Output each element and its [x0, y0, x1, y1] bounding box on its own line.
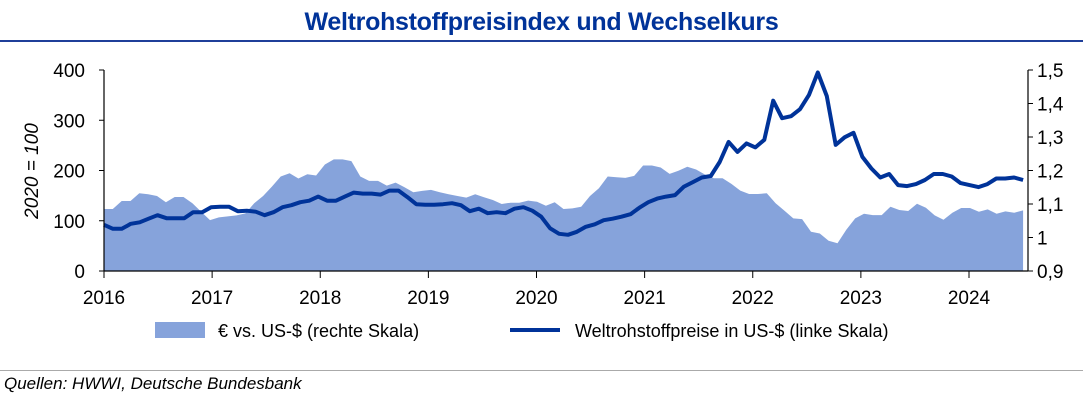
y-right-tick-label: 1,1 [1037, 195, 1063, 216]
x-tick-label: 2021 [623, 288, 665, 309]
area-eur-usd [104, 159, 1024, 271]
x-tick-label: 2018 [299, 288, 341, 309]
legend-label-area: € vs. US-$ (rechte Skala) [218, 321, 419, 341]
x-tick-label: 2019 [407, 288, 449, 309]
source-note: Quellen: HWWI, Deutsche Bundesbank [4, 374, 302, 393]
x-tick-label: 2024 [948, 288, 991, 309]
x-tick-label: 2016 [83, 288, 125, 309]
axes: 0 100 200 300 400 0,9 1 1,1 1,2 1,3 1,4 1,5 2016 2017… [53, 61, 1064, 309]
x-tick-label: 2020 [515, 288, 557, 309]
y-left-tick-label: 400 [53, 61, 85, 82]
area-series-layer [104, 159, 1024, 271]
y-right-tick-label: 1,5 [1037, 61, 1063, 82]
line-commodity-prices [103, 70, 1024, 237]
x-tick-label: 2017 [191, 288, 233, 309]
y-right-tick-label: 1,2 [1037, 162, 1063, 183]
y-axis-left-label: 2020 = 100 [22, 123, 43, 220]
x-tick-label: 2022 [732, 288, 774, 309]
y-left-tick-label: 200 [53, 162, 85, 183]
y-right-tick-label: 0,9 [1037, 262, 1063, 283]
line-series-layer [103, 70, 1024, 237]
y-right-tick-label: 1,4 [1037, 95, 1064, 116]
y-right-tick-label: 1,3 [1037, 128, 1063, 149]
y-left-tick-label: 300 [53, 111, 85, 132]
legend: € vs. US-$ (rechte Skala) Weltrohstoffpr… [155, 321, 888, 341]
y-left-tick-label: 100 [53, 212, 85, 233]
footer-divider [0, 370, 1083, 371]
legend-swatch-area [155, 322, 205, 338]
y-left-tick-label: 0 [74, 262, 85, 283]
title-divider [0, 40, 1083, 42]
chart-title: Weltrohstoffpreisindex und Wechselkurs [304, 8, 779, 36]
y-right-tick-label: 1 [1037, 229, 1048, 250]
legend-label-line: Weltrohstoffpreise in US-$ (linke Skala) [575, 321, 888, 341]
x-tick-label: 2023 [840, 288, 882, 309]
